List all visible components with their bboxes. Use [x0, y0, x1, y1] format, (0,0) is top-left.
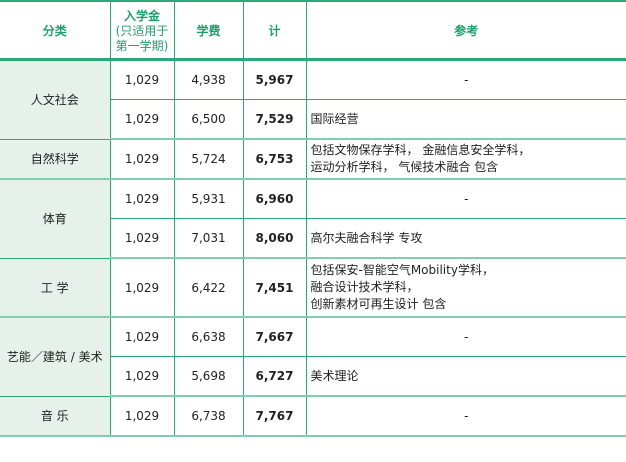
remarks-cell: -: [306, 59, 626, 100]
table-row: 1,029 7,031 8,060 高尔夫融合科学 专攻: [0, 218, 626, 259]
total-cell: 5,967: [243, 59, 307, 100]
remarks-cell: 高尔夫融合科学 专攻: [306, 218, 626, 259]
remarks-line: 美术理论: [310, 368, 359, 383]
tuition-cell: 6,422: [174, 258, 244, 318]
remarks-line: 高尔夫融合科学 专攻: [310, 230, 423, 245]
table-row: 1,029 5,698 6,727 美术理论: [0, 356, 626, 397]
remarks-line: 运动分析学科， 气候技术融合 包含: [310, 160, 499, 174]
tuition-cell: 6,738: [174, 396, 244, 437]
category-cell: 工 学: [0, 258, 111, 318]
header-category: 分类: [0, 1, 111, 61]
admission-cell: 1,029: [110, 356, 175, 397]
total-cell: 7,767: [243, 396, 307, 437]
total-cell: 6,753: [243, 139, 307, 180]
remarks-line: 国际经营: [310, 111, 359, 126]
admission-cell: 1,029: [110, 218, 175, 259]
tuition-table: 分类 入学金 (只适用于第一学期) 学费 计 参考 人文社会 1,029 4,938 5…: [0, 0, 626, 437]
header-total: 计: [243, 1, 307, 61]
table-row: 体育 1,029 5,931 6,960 -: [0, 179, 626, 259]
tuition-cell: 5,931: [174, 179, 244, 219]
tuition-cell: 5,698: [174, 356, 244, 397]
category-cell: 体育: [0, 179, 111, 259]
admission-fee-label: 入学金: [123, 8, 160, 23]
category-cell: 艺能／建筑 / 美术: [0, 317, 111, 397]
table-row: 人文社会 1,029 4,938 5,967 -: [0, 59, 626, 140]
tuition-cell: 6,638: [174, 317, 244, 357]
remarks-cell: -: [306, 396, 626, 437]
admission-fee-note: (只适用于第一学期): [115, 23, 169, 53]
header-admission-fee: 入学金 (只适用于第一学期): [110, 1, 175, 61]
table-row: 音 乐 1,029 6,738 7,767 -: [0, 396, 626, 437]
remarks-line: 包括保安-智能空气Mobility学科，: [310, 263, 494, 277]
category-cell: 人文社会: [0, 59, 111, 140]
admission-cell: 1,029: [110, 258, 175, 318]
remarks-cell: 美术理论: [306, 356, 626, 397]
header-remarks: 参考: [306, 1, 626, 61]
admission-cell: 1,029: [110, 99, 175, 140]
table-row: 自然科学 1,029 5,724 6,753 包括文物保存学科， 金融信息安全学科， 运动…: [0, 139, 626, 180]
tuition-cell: 4,938: [174, 59, 244, 100]
total-cell: 8,060: [243, 218, 307, 259]
remarks-line: -: [464, 408, 469, 423]
total-cell: 6,727: [243, 356, 307, 397]
category-cell: 音 乐: [0, 396, 111, 437]
table-row: 艺能／建筑 / 美术 1,029 6,638 7,667 -: [0, 317, 626, 397]
remarks-line: 包括文物保存学科， 金融信息安全学科，: [310, 143, 531, 157]
remarks-cell: 国际经营: [306, 99, 626, 140]
remarks-cell: -: [306, 179, 626, 219]
remarks-line: -: [464, 191, 469, 206]
admission-cell: 1,029: [110, 59, 175, 100]
remarks-cell: 包括保安-智能空气Mobility学科， 融合设计技术学科， 创新素材可再生设计 包…: [306, 258, 626, 318]
remarks-line: 创新素材可再生设计 包含: [310, 297, 447, 311]
total-cell: 7,529: [243, 99, 307, 140]
remarks-cell: 包括文物保存学科， 金融信息安全学科， 运动分析学科， 气候技术融合 包含: [306, 139, 626, 180]
tuition-cell: 5,724: [174, 139, 244, 180]
total-cell: 7,667: [243, 317, 307, 357]
table-row: 1,029 6,500 7,529 国际经营: [0, 99, 626, 140]
admission-cell: 1,029: [110, 139, 175, 180]
header-row: 分类 入学金 (只适用于第一学期) 学费 计 参考: [0, 1, 626, 61]
admission-cell: 1,029: [110, 317, 175, 357]
header-tuition: 学费: [174, 1, 244, 61]
tuition-cell: 6,500: [174, 99, 244, 140]
tuition-cell: 7,031: [174, 218, 244, 259]
category-cell: 自然科学: [0, 139, 111, 180]
total-cell: 6,960: [243, 179, 307, 219]
remarks-line: -: [464, 72, 469, 87]
admission-cell: 1,029: [110, 179, 175, 219]
admission-cell: 1,029: [110, 396, 175, 437]
remarks-cell: -: [306, 317, 626, 357]
total-cell: 7,451: [243, 258, 307, 318]
remarks-line: -: [464, 329, 469, 344]
table-row: 工 学 1,029 6,422 7,451 包括保安-智能空气Mobility学科， 融合…: [0, 258, 626, 318]
remarks-line: 融合设计技术学科，: [310, 280, 419, 294]
